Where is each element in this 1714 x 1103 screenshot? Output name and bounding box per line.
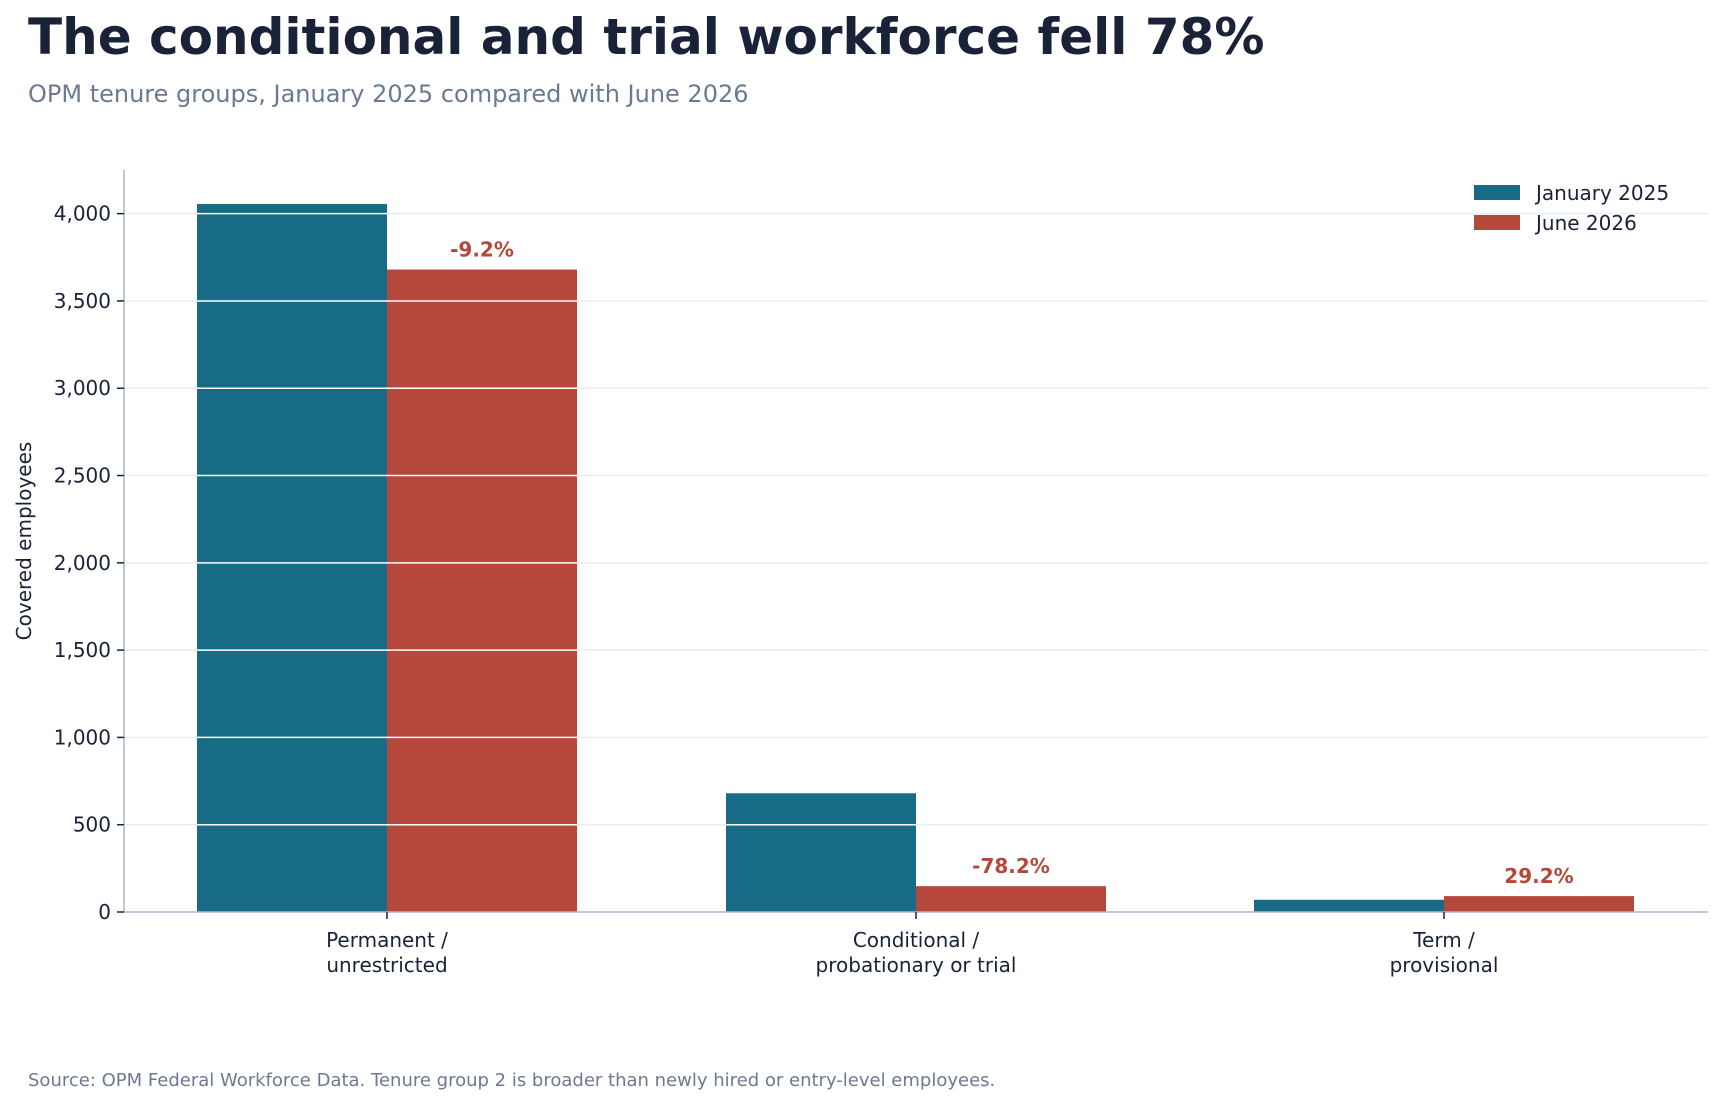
data-label: 29.2%	[1504, 864, 1573, 888]
x-tick-label: Term /	[1412, 928, 1475, 952]
y-axis-label: Covered employees	[12, 442, 36, 641]
source-note: Source: OPM Federal Workforce Data. Tenu…	[28, 1070, 996, 1091]
y-tick-label: 0	[98, 900, 111, 924]
x-tick-label: unrestricted	[326, 953, 447, 977]
bar	[387, 269, 577, 913]
y-tick-label: 4,000	[54, 202, 111, 226]
bar	[197, 204, 387, 913]
labels: 0 500 1,000 1,500 2,000 2,500 3,000 3,500 4,000 P…	[12, 202, 1574, 977]
bars	[197, 204, 1634, 913]
bar	[916, 886, 1106, 912]
bar	[726, 793, 916, 912]
y-tick-label: 2,000	[54, 551, 111, 575]
x-tick-label: Conditional /	[853, 928, 980, 952]
y-tick-label: 3,500	[54, 289, 111, 313]
x-tick-label: provisional	[1390, 953, 1499, 977]
chart-subtitle: OPM tenure groups, January 2025 compared…	[28, 80, 749, 108]
y-tick-label: 3,000	[54, 376, 111, 400]
legend-swatch	[1474, 185, 1520, 200]
bar	[1254, 899, 1444, 912]
legend-label: January 2025	[1534, 181, 1669, 205]
legend: January 2025 June 2026	[1474, 181, 1669, 235]
axes	[117, 170, 1708, 919]
legend-swatch	[1474, 215, 1520, 230]
y-tick-label: 1,000	[54, 725, 111, 749]
y-tick-label: 1,500	[54, 638, 111, 662]
legend-label: June 2026	[1534, 211, 1637, 235]
data-label: -9.2%	[450, 238, 514, 262]
chart-title: The conditional and trial workforce fell…	[28, 8, 1265, 66]
x-tick-label: Permanent /	[326, 928, 448, 952]
y-tick-label: 2,500	[54, 464, 111, 488]
y-tick-label: 500	[73, 813, 111, 837]
bar-gridlines	[197, 212, 916, 826]
x-tick-label: probationary or trial	[816, 953, 1017, 977]
data-label: -78.2%	[972, 854, 1050, 878]
bar	[1444, 896, 1634, 912]
